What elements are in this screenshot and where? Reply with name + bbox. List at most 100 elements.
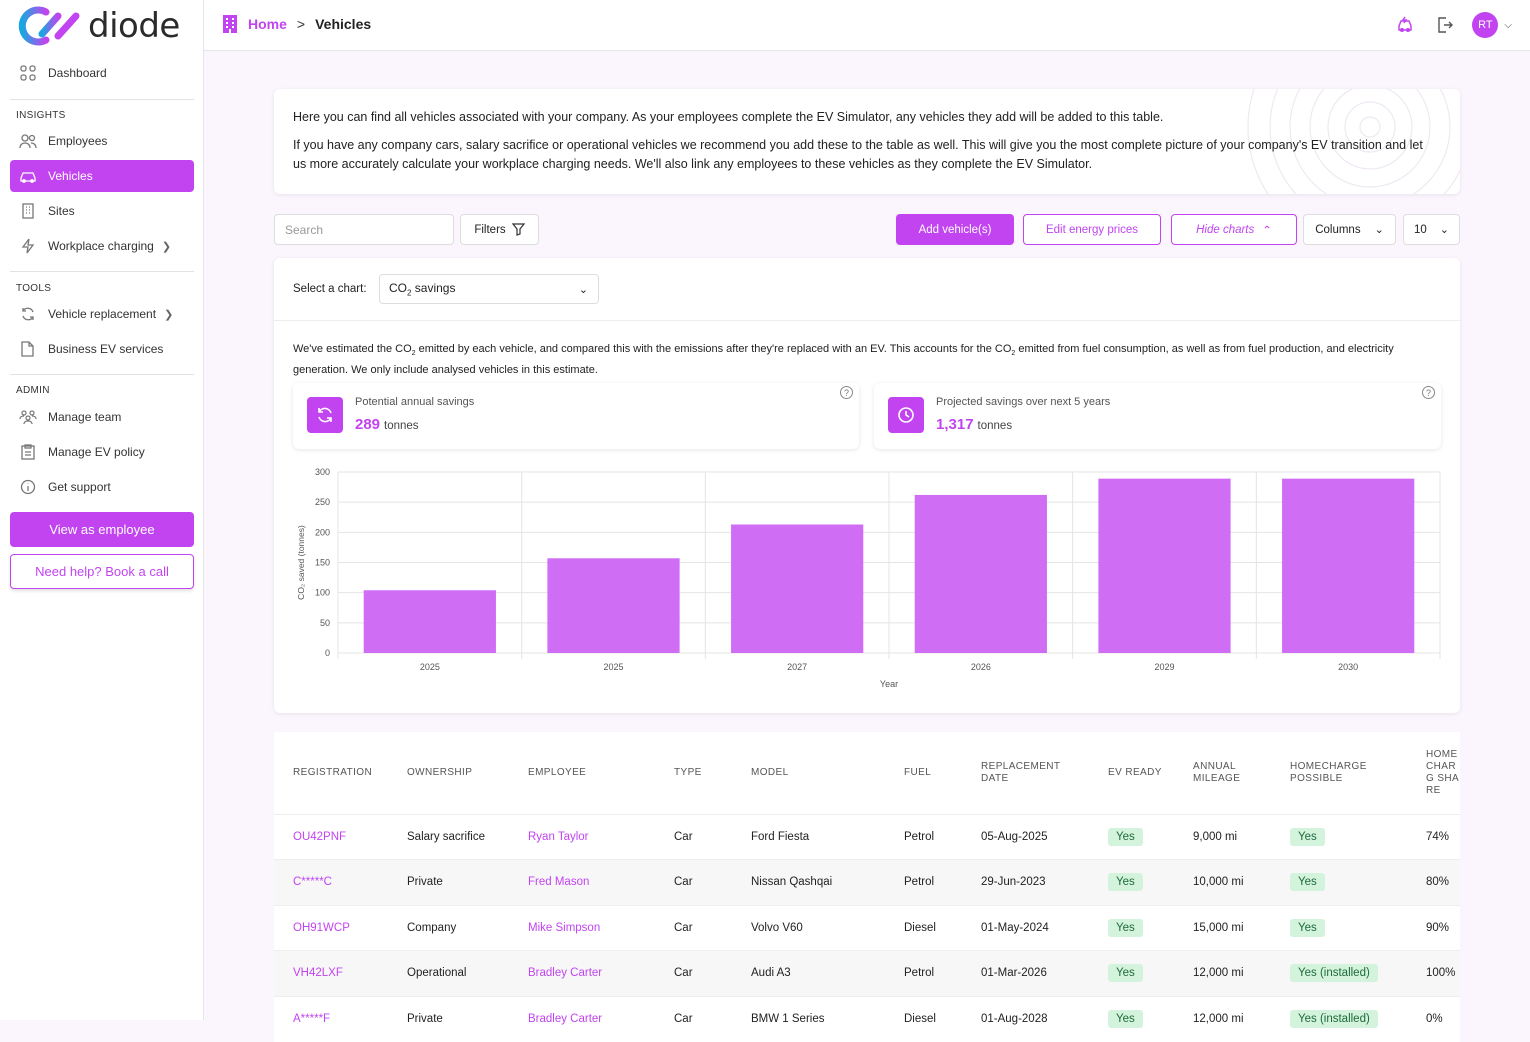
cell-value: 10,000 mi (1193, 876, 1244, 889)
edit-energy-prices-button[interactable]: Edit energy prices (1023, 214, 1161, 245)
column-header[interactable]: ANNUAL MILEAGE (1193, 760, 1241, 784)
breadcrumb: Home > Vehicles (222, 14, 371, 34)
sidebar-item-manage-ev-policy[interactable]: Manage EV policy (10, 436, 194, 468)
table-row[interactable]: OH91WCP Company Mike Simpson Car Volvo V60 Di… (274, 904, 1460, 951)
registration-link[interactable]: OU42PNF (293, 830, 347, 843)
stat-label: Projected savings over next 5 years (936, 396, 1111, 408)
sidebar-item-sites[interactable]: Sites (10, 195, 194, 227)
table-row[interactable]: VH42LXF Operational Bradley Carter Car Audi … (274, 950, 1460, 996)
chart-select-dropdown[interactable]: CO2 savings ⌄ (379, 274, 599, 304)
hide-charts-label: Hide charts (1196, 223, 1255, 236)
cell-value: Salary sacrifice (407, 830, 485, 843)
table-cell: 90% (1407, 904, 1460, 951)
table-cell: Yes (installed) (1271, 995, 1407, 1042)
intro-text-2: If you have any company cars, salary sac… (293, 138, 1423, 171)
registration-link[interactable]: OH91WCP (293, 921, 350, 934)
y-tick-label: 300 (315, 467, 330, 477)
status-badge: Yes (1108, 873, 1143, 892)
status-badge: Yes (installed) (1290, 1010, 1378, 1028)
breadcrumb-home[interactable]: Home (248, 16, 287, 32)
column-header[interactable]: EV READY (1108, 766, 1162, 778)
section-label-admin: ADMIN (16, 385, 50, 396)
table-cell: 9,000 mi (1174, 813, 1271, 860)
search-input[interactable]: Search (274, 214, 454, 245)
column-header[interactable]: TYPE (674, 766, 702, 778)
add-vehicles-button[interactable]: Add vehicle(s) (896, 214, 1014, 245)
columns-dropdown[interactable]: Columns ⌄ (1303, 214, 1396, 245)
page-size-select[interactable]: 10 ⌄ (1403, 214, 1460, 245)
stat-label: Potential annual savings (355, 396, 475, 408)
cell-value: 0% (1426, 1013, 1443, 1025)
sidebar-item-manage-team[interactable]: Manage team (10, 401, 194, 433)
table-row[interactable]: A*****F Private Bradley Carter Car BMW 1 Ser… (274, 995, 1460, 1042)
x-tick-label: 2026 (971, 662, 991, 672)
cell-value: 74% (1426, 830, 1450, 843)
column-header[interactable]: FUEL (904, 766, 932, 778)
page-size-value: 10 (1414, 223, 1427, 236)
chevron-down-icon[interactable]: ⌵ (1504, 19, 1512, 31)
table-cell: Yes (1271, 859, 1407, 905)
chart-description: We've estimated the CO2 emitted by each … (293, 343, 1394, 377)
logo[interactable]: diode (12, 4, 180, 48)
registration-link[interactable]: C*****C (293, 876, 332, 889)
stat-value: 1,317 tonnes (936, 416, 1013, 433)
cell-value: Petrol (904, 876, 935, 889)
column-header[interactable]: REPLACEMENT DATE (981, 760, 1061, 784)
sidebar-item-dashboard[interactable]: Dashboard (10, 57, 194, 89)
table-cell: Company (388, 904, 509, 951)
filters-button[interactable]: Filters (460, 214, 539, 245)
sidebar-item-employees[interactable]: Employees (10, 125, 194, 157)
table-cell: Petrol (885, 950, 962, 996)
column-header[interactable]: MODEL (751, 766, 789, 778)
y-tick-label: 0 (325, 648, 330, 658)
employee-link[interactable]: Bradley Carter (528, 967, 603, 980)
status-badge: Yes (1290, 827, 1325, 846)
logout-icon[interactable] (1436, 16, 1454, 34)
employee-link[interactable]: Fred Mason (528, 876, 590, 889)
column-header[interactable]: EMPLOYEE (528, 766, 587, 778)
sidebar-item-business-ev-services[interactable]: Business EV services (10, 333, 194, 365)
status-badge: Yes (1108, 918, 1143, 937)
section-label-insights: INSIGHTS (16, 110, 66, 121)
table-cell: 01-May-2024 (962, 904, 1089, 951)
sidebar-item-label: Dashboard (48, 66, 107, 80)
employee-link[interactable]: Ryan Taylor (528, 830, 589, 843)
column-header[interactable]: HOMECHARGE POSSIBLE (1290, 760, 1367, 784)
book-a-call-button[interactable]: Need help? Book a call (10, 554, 194, 589)
cell-value: Diesel (904, 1013, 936, 1025)
columns-label: Columns (1315, 223, 1361, 236)
x-tick-label: 2025 (603, 662, 623, 672)
sidebar-item-workplace-charging[interactable]: Workplace charging ❯ (10, 230, 194, 262)
sidebar-item-vehicle-replacement[interactable]: Vehicle replacement ❯ (10, 298, 194, 330)
sidebar-item-vehicles[interactable]: Vehicles (10, 160, 194, 192)
hide-charts-button[interactable]: Hide charts ⌃ (1171, 214, 1297, 245)
column-header[interactable]: OWNERSHIP (407, 766, 473, 778)
view-as-employee-button[interactable]: View as employee (10, 512, 194, 547)
chevron-right-icon: ❯ (161, 240, 172, 253)
employee-link[interactable]: Bradley Carter (528, 1013, 603, 1025)
table-cell: Mike Simpson (509, 904, 655, 951)
registration-link[interactable]: VH42LXF (293, 967, 343, 980)
sidebar-item-label: Business EV services (48, 342, 164, 356)
clock-icon (888, 397, 924, 433)
column-header[interactable]: HOME CHARG SHARE (1426, 748, 1460, 796)
cell-value: 12,000 mi (1193, 1013, 1244, 1025)
employee-link[interactable]: Mike Simpson (528, 921, 601, 934)
table-cell: Car (655, 859, 732, 905)
table-row[interactable]: OU42PNF Salary sacrifice Ryan Taylor Car For… (274, 813, 1460, 860)
document-icon (18, 339, 38, 359)
column-header[interactable]: REGISTRATION (293, 766, 373, 778)
table-cell: Petrol (885, 813, 962, 860)
help-icon[interactable]: ? (1422, 386, 1435, 399)
avatar[interactable]: RT (1472, 12, 1499, 38)
registration-link[interactable]: A*****F (293, 1013, 331, 1025)
status-badge: Yes (1290, 873, 1325, 892)
chevron-right-icon: ❯ (164, 308, 174, 321)
help-icon[interactable]: ? (840, 386, 853, 399)
intro-card: Here you can find all vehicles associate… (274, 89, 1460, 194)
charging-car-icon[interactable] (1396, 16, 1414, 34)
table-cell: Yes (1271, 813, 1407, 860)
sidebar-item-get-support[interactable]: Get support (10, 471, 194, 503)
x-tick-label: 2029 (1154, 662, 1174, 672)
table-row[interactable]: C*****C Private Fred Mason Car Nissan Qashqa… (274, 859, 1460, 905)
